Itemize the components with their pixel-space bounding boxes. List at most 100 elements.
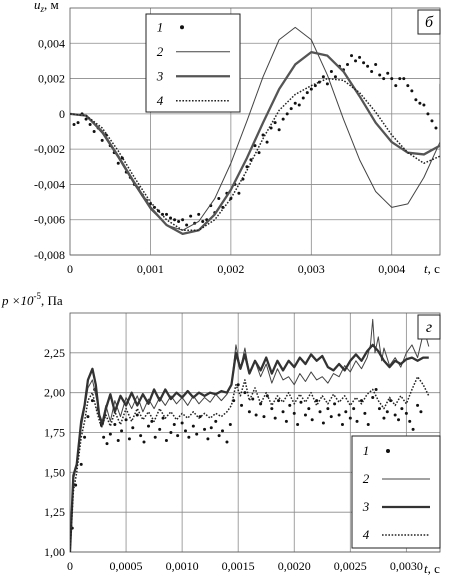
data-point-series-1 xyxy=(240,403,244,407)
x-axis-label-unit: , с xyxy=(428,261,441,276)
data-point-series-1 xyxy=(173,218,177,222)
data-point-series-1 xyxy=(120,429,124,433)
data-point-series-1 xyxy=(116,438,120,442)
data-point-series-1 xyxy=(253,144,257,148)
data-point-series-1 xyxy=(88,122,92,126)
data-point-series-1 xyxy=(378,73,382,77)
data-point-series-1 xyxy=(261,133,265,137)
data-point-series-1 xyxy=(377,407,381,411)
data-point-series-1 xyxy=(217,434,221,438)
panel-letter: б xyxy=(425,14,434,31)
chart-pressure: 0 0,0005 0,0010 0,0015 0,0020 0,0025 0,0030 1,0… xyxy=(1,291,441,576)
data-point-series-1 xyxy=(183,429,187,433)
y-tick-label: 0 xyxy=(59,107,65,121)
data-point-series-1 xyxy=(124,418,128,422)
legend-box xyxy=(145,13,241,113)
data-point-series-1 xyxy=(426,112,430,116)
data-point-series-1 xyxy=(374,62,378,66)
data-point-series-1 xyxy=(394,84,398,88)
data-point-series-1 xyxy=(72,122,76,126)
legend-marker-1 xyxy=(386,449,390,453)
data-point-series-1 xyxy=(406,84,410,88)
y-axis-label-sup: -5 xyxy=(34,291,42,301)
legend-box xyxy=(351,435,441,549)
data-point-series-1 xyxy=(333,402,337,406)
data-point-series-1 xyxy=(86,415,90,419)
y-tick-label: 0,002 xyxy=(38,72,65,86)
y-tick-label: 0,004 xyxy=(38,36,65,50)
data-point-series-1 xyxy=(169,216,173,220)
data-point-series-1 xyxy=(402,77,406,81)
data-point-series-1 xyxy=(153,435,157,439)
data-point-series-1 xyxy=(321,421,325,425)
data-point-series-1 xyxy=(301,96,305,100)
y-axis-label-main: u xyxy=(34,0,41,12)
data-point-series-1 xyxy=(416,403,420,407)
y-axis-label-unit: , м xyxy=(44,0,59,12)
x-axis-label-main: t xyxy=(424,561,428,576)
x-tick-label: 0 xyxy=(67,262,73,276)
y-axis-label-unit: , Па xyxy=(41,293,63,308)
data-point-series-1 xyxy=(247,410,251,414)
data-point-series-1 xyxy=(292,411,296,415)
series-line-3 xyxy=(70,50,440,235)
data-point-series-1 xyxy=(131,426,135,430)
data-point-series-1 xyxy=(189,214,193,218)
x-axis-label: t, с xyxy=(424,261,440,276)
data-point-series-1 xyxy=(397,418,401,422)
data-point-series-1 xyxy=(326,407,330,411)
data-point-series-1 xyxy=(135,413,139,417)
data-point-series-1 xyxy=(434,126,438,130)
data-point-series-1 xyxy=(299,400,303,404)
data-point-series-1 xyxy=(309,87,313,91)
x-tick-label: 0,0030 xyxy=(390,559,423,573)
data-point-series-1 xyxy=(329,70,333,74)
data-point-series-1 xyxy=(177,219,181,223)
data-point-series-1 xyxy=(410,89,414,93)
data-point-series-1 xyxy=(281,117,285,121)
series-line-4 xyxy=(70,375,430,552)
data-point-series-1 xyxy=(408,419,412,423)
legend-marker-1 xyxy=(180,25,184,30)
data-point-series-1 xyxy=(161,416,165,420)
data-point-series-1 xyxy=(303,413,307,417)
data-point-series-1 xyxy=(346,62,349,66)
y-tick-label: 1,25 xyxy=(44,505,65,519)
data-point-series-1 xyxy=(393,413,397,417)
data-point-series-1 xyxy=(165,212,169,216)
legend-label-2: 2 xyxy=(157,44,164,59)
data-point-series-1 xyxy=(76,121,80,125)
data-point-series-1 xyxy=(197,212,201,216)
x-tick-label: 0,0005 xyxy=(110,559,143,573)
data-point-series-1 xyxy=(382,416,386,420)
y-axis-label-sub: z xyxy=(40,4,45,14)
data-point-series-1 xyxy=(169,431,173,434)
data-point-series-1 xyxy=(386,71,390,75)
data-point-series-1 xyxy=(217,197,221,201)
data-point-series-1 xyxy=(352,407,356,411)
data-point-series-1 xyxy=(307,407,311,411)
data-point-series-1 xyxy=(398,77,402,81)
data-point-series-1 xyxy=(404,411,408,415)
x-axis-label-unit: , с xyxy=(428,561,441,576)
data-point-series-1 xyxy=(354,59,358,63)
data-point-series-1 xyxy=(385,410,389,414)
legend: 1 2 3 4 xyxy=(351,435,441,549)
y-axis-label-main: p ×10 xyxy=(1,293,34,308)
data-point-series-1 xyxy=(225,440,229,444)
y-tick-label: -0,004 xyxy=(34,177,65,191)
data-point-series-1 xyxy=(382,77,386,81)
data-point-series-1 xyxy=(100,138,104,142)
data-point-series-1 xyxy=(180,421,184,425)
data-point-series-1 xyxy=(195,432,199,436)
data-point-series-1 xyxy=(348,416,352,420)
data-point-series-1 xyxy=(203,427,207,431)
legend-label-1: 1 xyxy=(157,19,164,34)
data-point-series-1 xyxy=(358,55,362,59)
y-tick-label: -0,002 xyxy=(34,142,65,156)
chart-displacement: 0 0,001 0,002 0,003 0,004 -0,008 -0,006 -0,004 -… xyxy=(34,0,441,276)
data-point-series-1 xyxy=(411,427,415,431)
data-point-series-1 xyxy=(187,435,191,439)
data-point-series-1 xyxy=(228,423,232,427)
